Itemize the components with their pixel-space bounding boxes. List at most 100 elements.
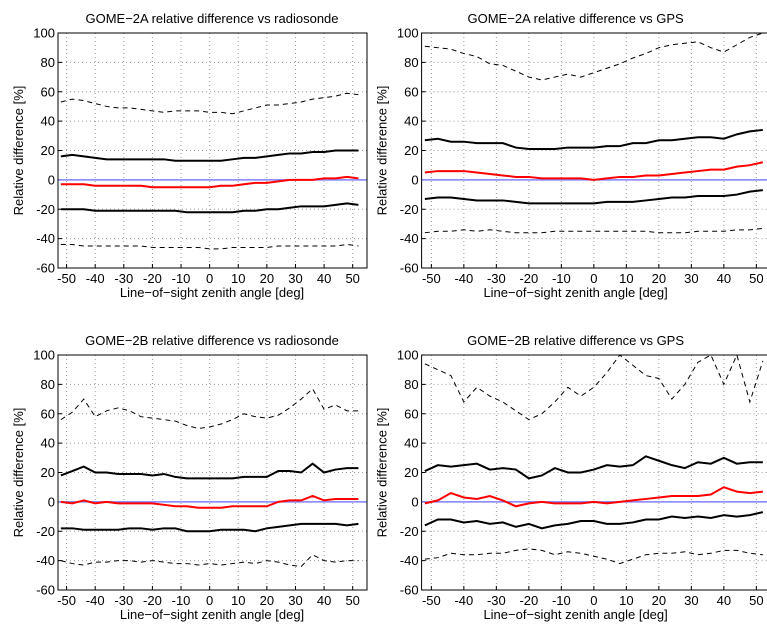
y-tick-label: 0 xyxy=(48,172,55,187)
y-tick-label: 100 xyxy=(397,26,419,41)
x-tick-label: 30 xyxy=(684,593,698,608)
x-tick-label: 20 xyxy=(652,271,666,286)
x-tick-label: -10 xyxy=(552,593,571,608)
chart-title: GOME−2B relative difference vs GPS xyxy=(467,333,684,348)
x-tick-label: -40 xyxy=(454,271,473,286)
x-axis-label: Line−of−sight zenith angle [deg] xyxy=(483,285,667,300)
plot-frame xyxy=(421,32,767,269)
x-tick-label: 50 xyxy=(345,271,359,286)
series-line xyxy=(424,355,764,421)
y-tick-label: 20 xyxy=(404,143,418,158)
y-tick-label: -40 xyxy=(36,553,55,568)
series-line xyxy=(60,202,359,214)
x-tick-label: 20 xyxy=(652,593,666,608)
y-tick-label: 60 xyxy=(41,84,55,99)
x-tick-label: -20 xyxy=(143,271,162,286)
x-tick-label: 50 xyxy=(345,593,359,608)
x-tick-label: 0 xyxy=(590,593,597,608)
chart-title: GOME−2A relative difference vs radiosond… xyxy=(85,11,338,26)
y-tick-label: 0 xyxy=(411,172,418,187)
x-tick-label: -20 xyxy=(519,593,538,608)
y-tick-label: 100 xyxy=(33,26,55,41)
y-tick-label: -60 xyxy=(36,261,55,276)
y-tick-label: 100 xyxy=(397,348,419,363)
x-tick-label: 50 xyxy=(749,593,763,608)
y-tick-label: 20 xyxy=(41,465,55,480)
x-tick-label: 20 xyxy=(260,271,274,286)
x-tick-label: 10 xyxy=(231,593,245,608)
x-tick-label: 10 xyxy=(619,271,633,286)
y-axis-label: Relative difference [%] xyxy=(375,408,390,538)
x-tick-label: -10 xyxy=(172,271,191,286)
x-tick-label: 40 xyxy=(317,593,331,608)
x-tick-label: -20 xyxy=(519,271,538,286)
series-line xyxy=(60,387,359,429)
y-tick-label: 80 xyxy=(404,377,418,392)
plot-frame xyxy=(421,354,767,591)
x-tick-label: 10 xyxy=(619,593,633,608)
y-tick-label: 40 xyxy=(41,114,55,129)
y-tick-label: 40 xyxy=(404,114,418,129)
series-line xyxy=(424,33,764,81)
series-line xyxy=(60,149,359,162)
y-tick-label: 60 xyxy=(41,406,55,421)
y-tick-label: 80 xyxy=(41,377,55,392)
x-tick-label: -30 xyxy=(487,593,506,608)
x-tick-label: 30 xyxy=(684,271,698,286)
chart-title: GOME−2B relative difference vs radiosond… xyxy=(85,333,339,348)
y-axis-label: Relative difference [%] xyxy=(375,86,390,216)
y-tick-label: 80 xyxy=(41,55,55,70)
series-line xyxy=(60,243,359,250)
x-tick-label: -20 xyxy=(143,593,162,608)
x-tick-label: 10 xyxy=(231,271,245,286)
x-tick-label: -30 xyxy=(114,271,133,286)
y-tick-label: 40 xyxy=(404,436,418,451)
series-line xyxy=(60,522,359,533)
panel: -60 -40 -20 0 20 40 60 80 100 -50 -40 -30 -20 -10 0 10 2… xyxy=(375,11,767,300)
y-tick-label: -60 xyxy=(400,583,419,598)
series-line xyxy=(60,175,359,189)
series-line xyxy=(424,548,763,565)
x-tick-label: 40 xyxy=(717,271,731,286)
x-tick-label: -50 xyxy=(422,271,441,286)
y-tick-label: 0 xyxy=(48,494,55,509)
y-tick-label: -40 xyxy=(400,231,419,246)
y-tick-label: 20 xyxy=(41,143,55,158)
x-tick-label: 0 xyxy=(206,271,213,286)
x-axis-label: Line−of−sight zenith angle [deg] xyxy=(120,607,304,622)
y-axis-label: Relative difference [%] xyxy=(11,86,26,216)
y-axis-label: Relative difference [%] xyxy=(11,408,26,538)
series-line xyxy=(424,486,763,508)
x-tick-label: -50 xyxy=(57,593,76,608)
x-tick-label: -30 xyxy=(487,271,506,286)
y-tick-label: -20 xyxy=(36,524,55,539)
panel: -60 -40 -20 0 20 40 60 80 100 -50 -40 -30 -20 -10 0 10 2… xyxy=(11,333,368,622)
x-tick-label: -10 xyxy=(172,593,191,608)
y-tick-label: 60 xyxy=(404,84,418,99)
y-tick-label: -60 xyxy=(36,583,55,598)
y-tick-label: -20 xyxy=(400,524,419,539)
series-line xyxy=(424,455,763,480)
y-tick-label: 60 xyxy=(404,406,418,421)
x-tick-label: -30 xyxy=(114,593,133,608)
series-line xyxy=(424,227,763,234)
y-tick-label: 80 xyxy=(404,55,418,70)
x-tick-label: 30 xyxy=(288,593,302,608)
x-tick-label: 40 xyxy=(317,271,331,286)
x-tick-label: -50 xyxy=(57,271,76,286)
y-tick-label: 40 xyxy=(41,436,55,451)
x-tick-label: -40 xyxy=(86,593,105,608)
x-tick-label: 20 xyxy=(260,593,274,608)
panel: -60 -40 -20 0 20 40 60 80 100 -50 -40 -30 -20 -10 0 10 2… xyxy=(11,11,368,300)
x-tick-label: 0 xyxy=(590,271,597,286)
series-line xyxy=(60,554,359,568)
series-line xyxy=(60,462,359,480)
x-tick-label: 40 xyxy=(717,593,731,608)
series-line xyxy=(424,511,764,530)
x-axis-label: Line−of−sight zenith angle [deg] xyxy=(483,607,667,622)
series-line xyxy=(424,128,763,151)
series-line xyxy=(424,161,764,181)
chart-title: GOME−2A relative difference vs GPS xyxy=(468,11,684,26)
y-tick-label: -40 xyxy=(400,553,419,568)
